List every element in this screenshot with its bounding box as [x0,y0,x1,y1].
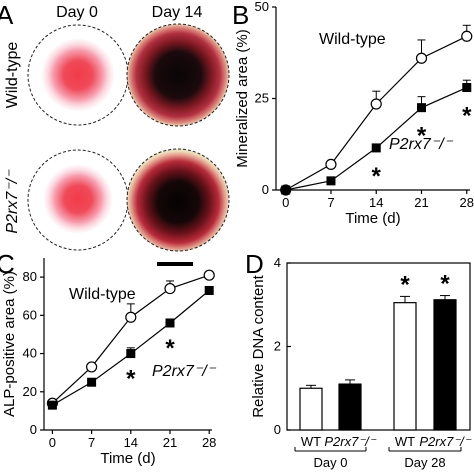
category-label: WT [301,434,321,449]
x-axis-label: Time (d) [100,450,155,467]
x-tick-label: 28 [460,195,474,210]
significance-star: * [440,271,450,298]
y-tick-label: 0 [274,422,281,437]
x-tick-label: 0 [282,195,289,210]
category-label: P2rx7⁻/⁻ [419,434,471,449]
data-point-circle [164,282,176,295]
y-axis-label: Relative DNA content [250,274,267,417]
y-tick-label: 2 [274,339,281,354]
p2rx7-annotation: P2rx7⁻/⁻ [389,136,454,153]
data-point-square [204,285,214,295]
col-header-day0: Day 0 [56,4,98,21]
x-tick-label: 14 [369,195,383,210]
data-point-square [47,400,57,410]
y-tick-label: 50 [255,0,269,14]
wildtype-annotation: Wild-type [69,286,136,303]
y-tick-label: 0 [30,422,37,437]
category-label: P2rx7⁻/⁻ [324,434,376,449]
significance-star: * [400,271,410,298]
data-point-square [417,103,426,113]
x-axis-label: Time (d) [345,210,400,227]
y-tick-label: 25 [255,91,269,106]
significance-star: * [165,335,175,362]
bar [433,299,457,431]
data-point-circle [85,361,98,373]
bar [393,302,417,431]
well-p2rx7-day14 [126,148,230,252]
panel-b-label: B [232,0,249,30]
x-tick-label: 7 [88,435,95,450]
well-wt-day14 [126,23,230,127]
bar [299,387,323,431]
well-wt-day0 [27,24,129,126]
data-point-circle [370,98,382,110]
y-tick-label: 4 [274,255,281,270]
x-tick-label: 28 [202,435,216,450]
y-tick-label: 60 [23,307,37,322]
well-p2rx7-day0 [27,149,129,251]
row-label-p2rx7: P2rx7⁻/⁻ [4,169,21,234]
data-point-square [326,176,336,186]
row-label-wildtype: Wild-type [4,42,21,109]
x-tick-label: 21 [163,435,177,450]
data-point-square [126,349,136,359]
y-tick-label: 20 [23,384,37,399]
significance-star: * [417,123,427,150]
data-point-circle [415,52,428,64]
y-tick-label: 0 [262,182,269,197]
data-point-square [87,377,97,387]
significance-star: * [372,163,382,190]
category-label: WT [395,434,415,449]
data-point-square [281,185,291,195]
x-tick-label: 14 [124,435,138,450]
group-label: Day 0 [314,455,348,470]
group-label: Day 28 [404,455,445,470]
p2rx7-annotation: P2rx7⁻/⁻ [152,363,217,380]
x-tick-label: 7 [327,195,334,210]
panel-c-label: C [0,249,15,279]
data-point-square [371,143,381,153]
y-axis-label: Mineralized area (%) [234,29,251,167]
panel-c: C 0 7 14 21 28 0 20 40 60 80 Time (d) ALP-positive … [0,249,217,467]
y-tick-label: 80 [23,269,37,284]
data-point-circle [203,269,215,281]
data-point-circle [461,30,473,42]
col-header-day14: Day 14 [152,4,203,21]
x-tick-label: 21 [414,195,428,210]
significance-star: * [126,366,136,393]
x-tick-label: 0 [49,435,56,450]
panel-b: B 0 7 14 21 28 0 25 50 Time (d) Mineralized area … [232,0,474,227]
data-point-square [462,83,472,93]
y-axis-label: ALP-positive area (%) [1,271,18,417]
data-point-circle [325,158,337,170]
data-point-square [165,318,175,328]
data-point-circle [125,311,137,323]
y-tick-label: 40 [23,346,37,361]
panel-a-label: A [0,0,14,30]
wildtype-annotation: Wild-type [319,31,386,48]
bar [338,383,362,431]
significance-star: * [462,103,472,130]
panel-d-label: D [245,249,264,279]
panel-a: A Day 0 Day 14 Wild-type P2rx7⁻/⁻ [0,0,230,266]
